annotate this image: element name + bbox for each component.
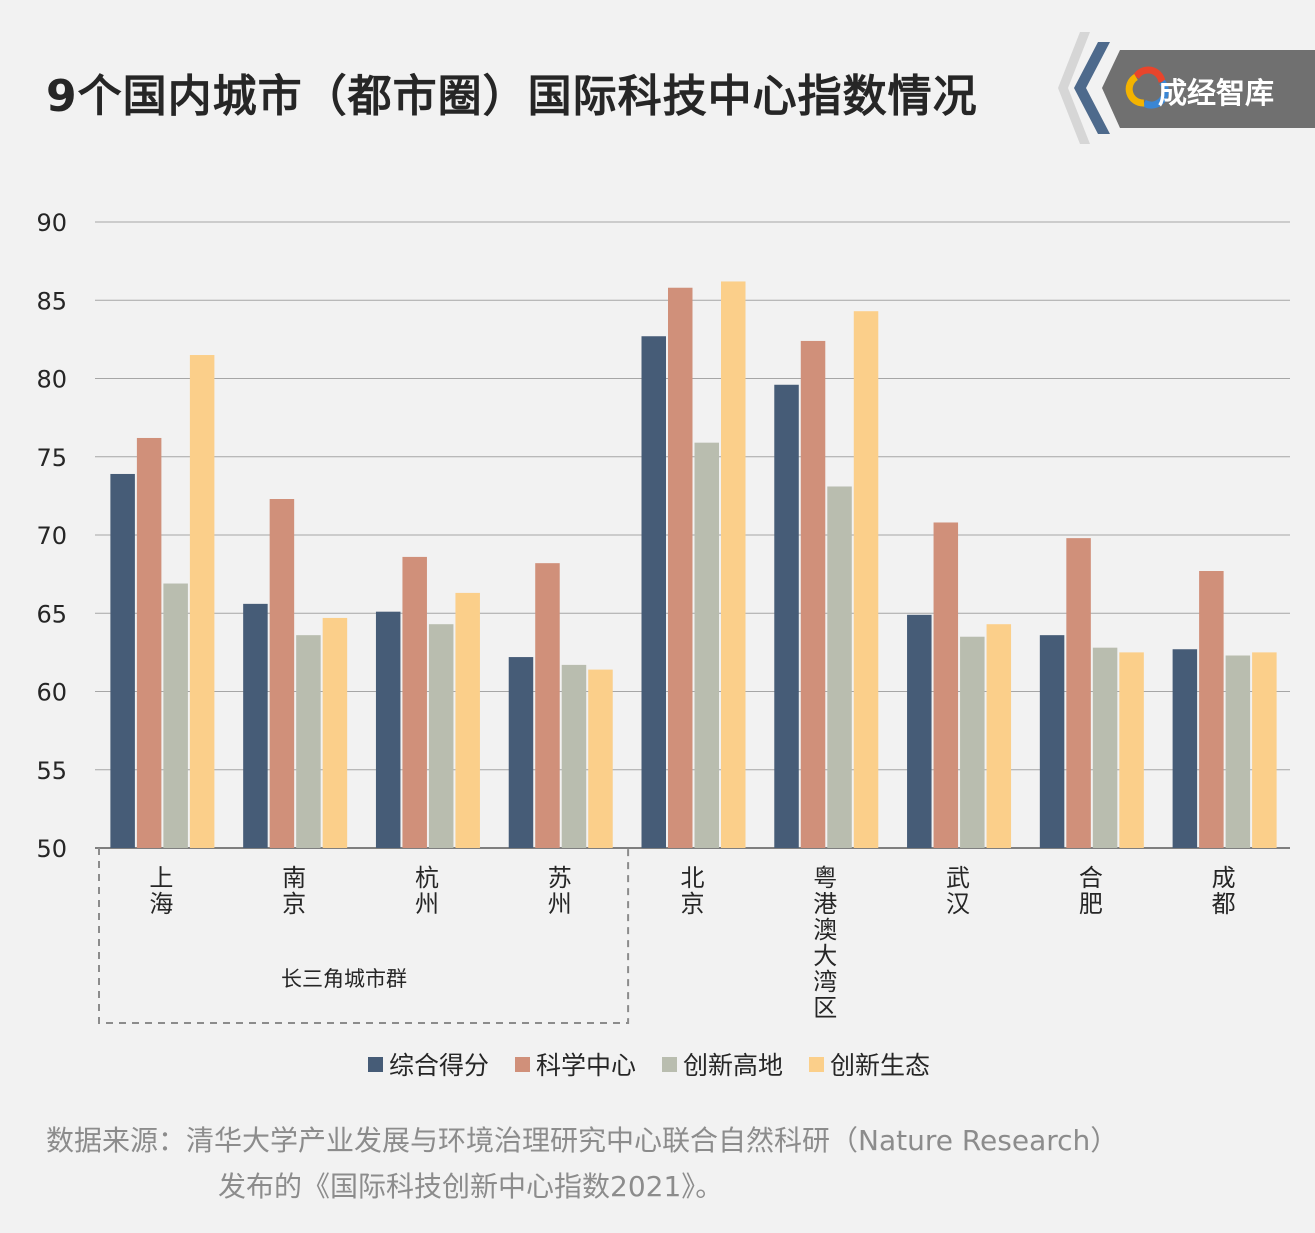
legend-label: 创新生态 xyxy=(830,1051,931,1080)
bar xyxy=(800,340,826,848)
y-tick-label: 85 xyxy=(36,287,67,315)
x-tick-label: 南京 xyxy=(282,864,306,918)
bar xyxy=(774,384,799,848)
bar xyxy=(1172,649,1198,848)
legend-label: 科学中心 xyxy=(536,1051,637,1080)
bar xyxy=(853,311,879,848)
legend-swatch xyxy=(662,1056,678,1072)
legend-item: 综合得分 xyxy=(368,1046,489,1082)
y-tick-label: 50 xyxy=(36,835,67,863)
legend-swatch xyxy=(809,1056,825,1072)
group-label: 长三角城市群 xyxy=(281,967,407,991)
bar xyxy=(296,635,321,848)
bar xyxy=(721,281,746,849)
bar xyxy=(1119,652,1144,848)
legend-swatch xyxy=(515,1056,531,1072)
logo-badge xyxy=(1040,30,1315,146)
bar xyxy=(960,636,985,848)
source-line-1: 数据来源：清华大学产业发展与环境治理研究中心联合自然科研（Nature Rese… xyxy=(46,1124,1119,1157)
legend-item: 科学中心 xyxy=(515,1046,636,1082)
bar xyxy=(1066,538,1091,848)
bar xyxy=(375,611,401,848)
bar xyxy=(136,437,162,848)
x-tick-label: 上海 xyxy=(149,864,173,918)
legend-label: 创新高地 xyxy=(683,1051,784,1080)
bar xyxy=(163,583,188,848)
x-tick-label: 杭州 xyxy=(415,864,439,918)
y-tick-label: 75 xyxy=(36,444,67,472)
legend-item: 创新高地 xyxy=(662,1046,783,1082)
x-tick-label: 北京 xyxy=(681,864,705,918)
y-tick-label: 55 xyxy=(36,757,67,785)
page-title: 9个国内城市（都市圈）国际科技中心指数情况 xyxy=(46,71,978,122)
x-tick-label: 苏州 xyxy=(548,864,572,918)
x-tick-label: 武汉 xyxy=(946,864,970,918)
y-tick-label: 60 xyxy=(36,679,67,707)
bar xyxy=(322,617,348,848)
y-tick-label: 90 xyxy=(36,209,67,237)
legend-label: 综合得分 xyxy=(389,1051,490,1080)
bar xyxy=(455,592,480,848)
bar xyxy=(1039,635,1065,848)
source-note: 数据来源：清华大学产业发展与环境治理研究中心联合自然科研（Nature Rese… xyxy=(46,1118,1118,1210)
x-tick-label: 合肥 xyxy=(1079,864,1103,918)
y-tick-label: 70 xyxy=(36,522,67,550)
bar xyxy=(694,442,719,848)
bars xyxy=(110,281,1277,849)
bar xyxy=(668,287,693,848)
bar xyxy=(1092,647,1118,848)
bar xyxy=(588,669,613,848)
chengjing-logo-icon xyxy=(1125,66,1169,109)
bar xyxy=(641,336,666,848)
bar xyxy=(269,499,295,848)
group-bracket: 长三角城市群 xyxy=(98,848,630,1024)
bar xyxy=(986,624,1012,848)
legend-swatch xyxy=(368,1056,383,1072)
x-axis-labels: 上海 南京 杭州 苏州 北京 粤港澳大湾区 武汉 合肥 成都 xyxy=(149,864,1235,1022)
logo-text: 成经智库 xyxy=(1158,76,1275,110)
bar xyxy=(402,556,427,848)
bar xyxy=(907,614,932,848)
bar xyxy=(1225,655,1251,848)
source-line-2: 发布的《国际科技创新中心指数2021》。 xyxy=(218,1170,724,1203)
bar xyxy=(243,603,268,848)
bar xyxy=(508,657,534,848)
bar xyxy=(535,563,560,848)
y-tick-label: 80 xyxy=(36,366,67,394)
legend: 综合得分 科学中心 创新高地 创新生态 xyxy=(368,1046,930,1082)
x-tick-label: 成都 xyxy=(1212,864,1236,918)
bar-chart: 90 85 80 75 70 65 60 55 50 上海 南京 杭州 苏州 北京 粤港澳大湾区 武汉 合肥 成… xyxy=(36,209,1290,1024)
bar xyxy=(110,473,135,848)
bar xyxy=(1199,570,1224,848)
bar xyxy=(827,486,852,848)
bar xyxy=(189,355,215,848)
y-tick-label: 65 xyxy=(36,600,67,628)
bar xyxy=(933,522,959,848)
chevron-decoration-icon xyxy=(1058,32,1090,144)
bar xyxy=(428,624,454,848)
chevron-decoration-icon xyxy=(1074,42,1110,134)
bar xyxy=(1252,652,1277,848)
x-tick-label: 粤港澳大湾区 xyxy=(813,864,837,1022)
bar xyxy=(561,664,587,848)
y-axis-ticks: 90 85 80 75 70 65 60 55 50 xyxy=(36,209,67,863)
legend-item: 创新生态 xyxy=(809,1046,930,1082)
